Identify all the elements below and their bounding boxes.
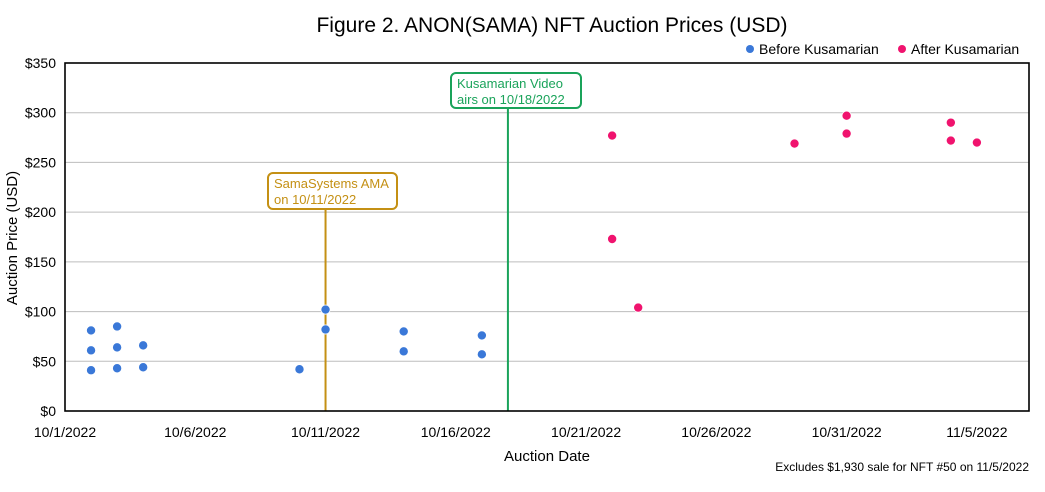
gridlines: [65, 112, 1029, 362]
y-tick-label: $250: [25, 154, 56, 170]
y-tick-label: $350: [25, 55, 56, 71]
y-axis-tick-labels: $0 $50 $100 $150 $200 $250 $300 $350: [25, 55, 56, 419]
y-tick-label: $200: [25, 204, 56, 220]
plot-area-border: [64, 62, 1030, 412]
x-tick-label: 10/11/2022: [291, 424, 360, 440]
annotation-lines: [324, 108, 509, 411]
point-before-kusamarian: [320, 324, 331, 335]
x-axis-title: Auction Date: [504, 448, 590, 465]
point-before-kusamarian: [398, 326, 409, 337]
point-after-kusamarian: [607, 233, 618, 244]
point-after-kusamarian: [971, 137, 982, 148]
x-tick-label: 10/26/2022: [681, 424, 751, 440]
legend-label-after: After Kusamarian: [911, 41, 1019, 57]
point-after-kusamarian: [633, 302, 644, 313]
data-points: [86, 110, 982, 376]
samasystems-ama-label-line2: on 10/11/2022: [274, 192, 356, 207]
legend-label-before: Before Kusamarian: [759, 41, 879, 57]
point-after-kusamarian: [607, 130, 618, 141]
y-tick-label: $300: [25, 105, 56, 121]
point-before-kusamarian: [86, 365, 97, 376]
chart-title: Figure 2. ANON(SAMA) NFT Auction Prices …: [316, 14, 787, 37]
point-after-kusamarian: [945, 117, 956, 128]
point-before-kusamarian: [86, 325, 97, 336]
x-tick-label: 10/1/2022: [34, 424, 96, 440]
x-tick-label: 11/5/2022: [946, 424, 1007, 440]
point-after-kusamarian: [945, 135, 956, 146]
point-before-kusamarian: [86, 345, 97, 356]
point-after-kusamarian: [841, 128, 852, 139]
point-after-kusamarian: [841, 110, 852, 121]
point-before-kusamarian: [320, 304, 331, 315]
x-tick-label: 10/31/2022: [812, 424, 882, 440]
kusamarian-video-label-line2: airs on 10/18/2022: [457, 92, 565, 107]
legend-marker-after: [898, 45, 906, 53]
y-axis-title: Auction Price (USD): [4, 171, 21, 305]
y-tick-label: $0: [40, 403, 56, 419]
point-before-kusamarian: [476, 349, 487, 360]
samasystems-ama-label-line1: SamaSystems AMA: [274, 176, 389, 191]
y-tick-label: $150: [25, 254, 56, 270]
point-before-kusamarian: [398, 346, 409, 357]
kusamarian-video-label-line1: Kusamarian Video: [457, 76, 563, 91]
x-tick-label: 10/21/2022: [551, 424, 621, 440]
point-before-kusamarian: [138, 340, 149, 351]
point-before-kusamarian: [294, 364, 305, 375]
samasystems-ama-box: [267, 172, 398, 210]
point-before-kusamarian: [138, 362, 149, 373]
legend: Before Kusamarian After Kusamarian: [746, 41, 1019, 57]
kusamarian-video-box: [450, 72, 582, 109]
point-before-kusamarian: [112, 342, 123, 353]
legend-marker-before: [746, 45, 754, 53]
point-after-kusamarian: [789, 138, 800, 149]
x-tick-label: 10/6/2022: [164, 424, 226, 440]
x-axis-tick-labels: 10/1/2022 10/6/2022 10/11/2022 10/16/2022 10…: [34, 424, 1008, 440]
footnote: Excludes $1,930 sale for NFT #50 on 11/5…: [775, 460, 1029, 474]
point-before-kusamarian: [112, 363, 123, 374]
y-tick-label: $100: [25, 304, 56, 320]
x-tick-label: 10/16/2022: [421, 424, 491, 440]
point-before-kusamarian: [112, 321, 123, 332]
point-before-kusamarian: [476, 330, 487, 341]
y-tick-label: $50: [33, 353, 57, 369]
